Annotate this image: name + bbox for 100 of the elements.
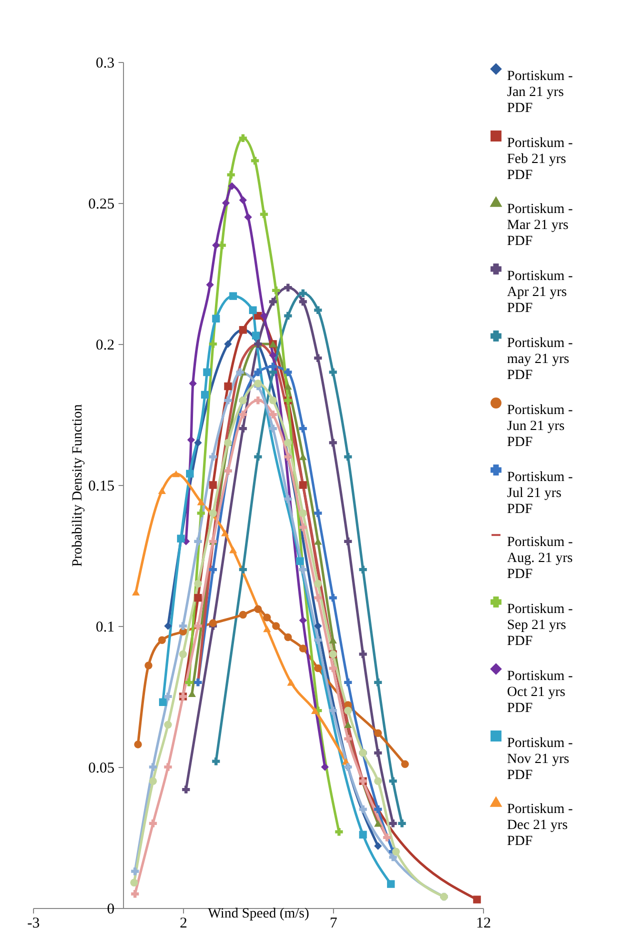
point (314, 580, 322, 588)
point (359, 830, 367, 839)
point (236, 368, 244, 376)
point (269, 362, 277, 370)
point (401, 760, 409, 768)
point (149, 777, 157, 785)
point (314, 594, 322, 602)
point (228, 182, 236, 190)
point (314, 636, 322, 644)
point (229, 292, 237, 300)
point (131, 890, 139, 898)
point (209, 566, 217, 574)
point (164, 720, 172, 729)
x-tick-label: -3 (27, 916, 40, 932)
point (187, 436, 195, 444)
point (374, 777, 382, 785)
point (314, 509, 322, 518)
point (287, 679, 295, 686)
point (299, 289, 307, 298)
point (254, 396, 262, 404)
point (251, 156, 259, 165)
point (229, 546, 237, 554)
point (284, 438, 292, 447)
point (212, 314, 220, 322)
legend-label: Portiskum - Nov 21 yrs PDF (507, 736, 574, 783)
legend-label: Portiskum - Mar 21 yrs PDF (507, 202, 574, 249)
point (149, 820, 157, 828)
y-tick-label: 0.25 (88, 196, 114, 212)
point (134, 740, 142, 748)
point (194, 580, 202, 588)
point (212, 757, 220, 766)
point (197, 498, 205, 506)
point (260, 312, 268, 320)
legend-label: Portiskum - Jan 21 yrs PDF (507, 69, 574, 116)
point (209, 619, 217, 628)
point (383, 834, 391, 842)
point (284, 495, 292, 503)
point (249, 306, 257, 314)
point (179, 622, 187, 630)
point (164, 622, 172, 630)
point (314, 622, 322, 630)
point (299, 481, 307, 489)
point (164, 763, 172, 771)
point (201, 390, 209, 399)
point (159, 698, 167, 706)
legend-label: Portiskum - Dec 21 yrs PDF (507, 802, 574, 849)
point (164, 692, 172, 700)
point (387, 880, 395, 888)
point (269, 351, 277, 360)
legend-label: Portiskum - Feb 21 yrs PDF (507, 136, 574, 183)
point (389, 820, 397, 828)
point (473, 896, 481, 904)
point (239, 424, 247, 432)
point (224, 382, 232, 390)
point (374, 749, 382, 757)
point (149, 763, 157, 771)
point (239, 610, 247, 619)
point (314, 306, 322, 314)
point (194, 594, 202, 602)
point (272, 622, 280, 630)
y-tick-label: 0.1 (96, 620, 114, 636)
point (389, 777, 397, 785)
legend-label: Portiskum - Sep 21 yrs PDF (507, 602, 574, 649)
point (144, 662, 152, 670)
point (239, 410, 247, 418)
legend-label: Portiskum - Aug. 21 yrs PDF (507, 535, 574, 582)
point (314, 664, 322, 672)
x-tick-label: 12 (476, 916, 491, 932)
point (224, 340, 232, 348)
point (296, 557, 304, 566)
point (398, 820, 406, 828)
point (374, 820, 382, 827)
point (329, 438, 337, 447)
point (269, 396, 277, 404)
point (177, 534, 185, 542)
point (344, 706, 352, 714)
point (299, 616, 307, 624)
point (194, 438, 202, 447)
point (392, 848, 400, 856)
legend-label: Portiskum - Jul 21 yrs PDF (507, 470, 574, 517)
point (284, 368, 292, 376)
y-tick-label: 0.05 (88, 760, 114, 776)
point (284, 312, 292, 320)
point (182, 786, 190, 794)
point (272, 286, 280, 294)
point (359, 566, 367, 574)
point (311, 707, 319, 714)
y-tick-label: 0.15 (88, 478, 114, 494)
point (359, 650, 367, 658)
point (239, 134, 247, 142)
point (299, 644, 307, 652)
point (344, 452, 352, 461)
point (194, 678, 202, 686)
point (209, 481, 217, 489)
point (254, 368, 262, 376)
point (299, 523, 307, 532)
point (284, 382, 292, 390)
point (227, 170, 235, 179)
point (131, 867, 139, 876)
point (269, 424, 277, 432)
